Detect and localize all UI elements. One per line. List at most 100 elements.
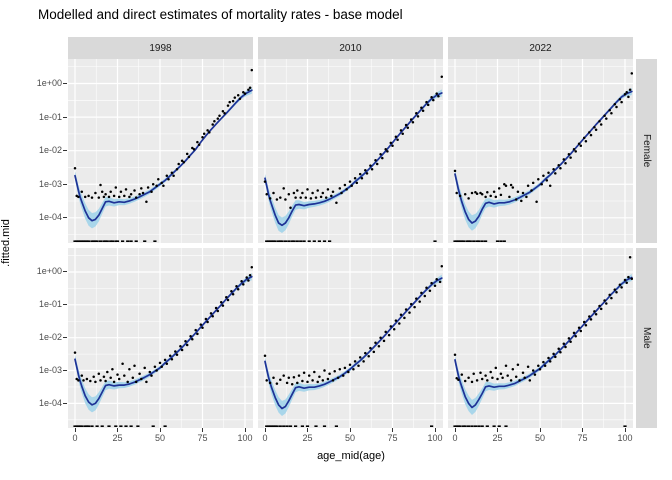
facet-strip-sex-label: Male: [641, 327, 652, 349]
fitted-line: [454, 276, 633, 409]
x-tick-mark: [624, 428, 626, 432]
y-tick-label: 1e-02: [38, 332, 62, 343]
y-tick-mark: [63, 304, 67, 306]
gridlines: [258, 248, 443, 428]
y-tick-label: 1e-02: [38, 145, 62, 156]
y-tick-label: 1e-03: [38, 178, 62, 189]
data-points: [73, 265, 254, 384]
data-points: [263, 75, 444, 209]
y-tick-mark: [63, 271, 67, 273]
y-tick-label: 1e+00: [36, 266, 62, 277]
x-tick-mark: [74, 428, 76, 432]
confidence-ribbon: [455, 274, 632, 415]
x-tick-label: 25: [492, 433, 503, 443]
y-tick-label: 1e+00: [36, 78, 62, 88]
y-tick-mark: [63, 83, 67, 84]
floor-rug: [453, 425, 627, 427]
x-axis-title: age_mid(age): [317, 450, 385, 462]
y-tick-mark: [63, 116, 67, 118]
panel-2010-male: [258, 248, 444, 428]
x-tick-mark: [434, 428, 436, 432]
y-tick-mark: [63, 402, 67, 404]
y-tick-mark: [63, 337, 67, 339]
facet-strip-year-1998: 1998: [68, 37, 253, 59]
floor-rug: [73, 240, 157, 242]
y-tick-label: 1e-01: [38, 111, 62, 122]
x-tick-mark: [244, 428, 246, 432]
x-tick-mark: [264, 428, 266, 432]
data-points: [263, 264, 444, 386]
x-tick-mark: [582, 428, 583, 432]
confidence-ribbon: [75, 86, 252, 229]
x-tick-label: 25: [112, 433, 123, 443]
x-tick-label: 50: [154, 433, 165, 443]
y-tick-mark: [63, 370, 67, 372]
panel-2022-male: [448, 248, 634, 428]
facet-strip-year-2022: 2022: [448, 37, 633, 59]
panel-plot-2010-male: [258, 248, 444, 428]
gridlines: [258, 59, 443, 243]
x-tick-label: 100: [617, 433, 633, 443]
floor-rug: [453, 240, 506, 242]
panel-plot-2022-female: [448, 59, 634, 243]
x-tick-label: 100: [237, 433, 253, 443]
floor-rug: [265, 425, 434, 427]
facet-strip-year-label: 2010: [339, 42, 362, 54]
facet-strip-year-label: 1998: [149, 42, 172, 54]
panel-1998-male: [68, 248, 254, 428]
facet-strip-sex-label: Female: [641, 134, 652, 168]
y-tick-mark: [63, 150, 67, 152]
panel-2022-female: [448, 59, 634, 243]
panel-plot-2010-female: [258, 59, 444, 243]
panel-plot-1998-male: [68, 248, 254, 428]
facet-strip-sex-male: Male: [636, 248, 657, 428]
fitted-line: [74, 89, 253, 222]
facet-strip-sex-female: Female: [636, 59, 657, 243]
floor-rug: [73, 425, 167, 427]
panel-1998-female: [68, 59, 254, 243]
x-tick-mark: [159, 428, 161, 432]
y-tick-label: 1e-01: [38, 299, 62, 310]
confidence-ribbon: [265, 89, 442, 234]
x-tick-label: 0: [262, 433, 268, 443]
x-tick-mark: [454, 428, 456, 432]
floor-rug: [265, 240, 437, 242]
data-points: [73, 68, 254, 204]
facet-strip-year-2010: 2010: [258, 37, 443, 59]
plot-title: Modelled and direct estimates of mortali…: [38, 7, 403, 22]
fitted-line: [454, 90, 633, 224]
y-tick-label: 1e-04: [38, 397, 62, 408]
panel-plot-2022-male: [448, 248, 634, 428]
x-tick-label: 50: [534, 433, 545, 443]
x-tick-label: 75: [197, 433, 208, 443]
x-tick-mark: [539, 428, 541, 432]
confidence-ribbon: [75, 273, 252, 413]
fitted-line: [74, 275, 253, 406]
gridlines: [68, 248, 253, 428]
facet-strip-year-label: 2022: [529, 42, 552, 54]
x-tick-label: 25: [302, 433, 313, 443]
x-tick-label: 100: [427, 433, 443, 443]
fitted-line: [264, 92, 443, 227]
x-tick-mark: [349, 428, 351, 432]
fitted-line: [264, 277, 443, 410]
x-tick-mark: [497, 428, 498, 432]
x-tick-label: 0: [452, 433, 458, 443]
panel-plot-1998-female: [68, 59, 254, 243]
data-points: [453, 72, 634, 204]
x-tick-mark: [392, 428, 393, 432]
data-points: [453, 256, 634, 384]
y-tick-label: 1e-04: [38, 212, 62, 223]
confidence-ribbon: [265, 274, 442, 416]
y-tick-mark: [63, 217, 67, 219]
y-tick-mark: [63, 183, 67, 185]
panel-2010-female: [258, 59, 444, 243]
x-tick-mark: [117, 428, 118, 432]
confidence-ribbon: [455, 87, 632, 231]
x-tick-label: 50: [344, 433, 355, 443]
x-tick-mark: [202, 428, 203, 432]
x-tick-label: 75: [577, 433, 588, 443]
x-tick-mark: [307, 428, 308, 432]
